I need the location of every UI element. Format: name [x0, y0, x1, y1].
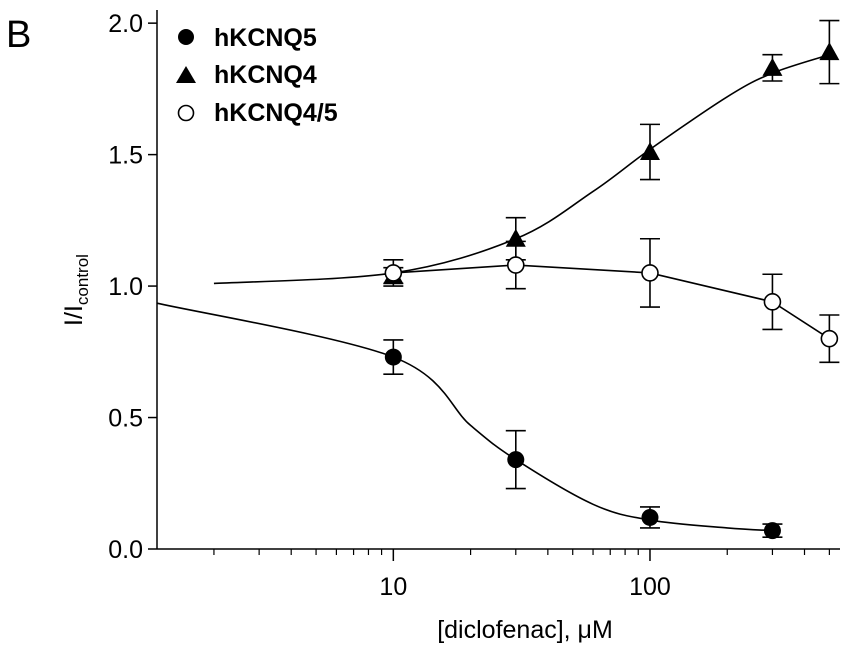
data-point-hkcnq4 [762, 53, 783, 82]
y-tick-label: 0.0 [108, 536, 143, 564]
marker-filled-triangle [505, 228, 526, 247]
legend-marker-open-circle [177, 104, 195, 122]
marker-open-circle [641, 264, 659, 282]
legend-item-hkcnq5: hKCNQ5 [178, 24, 317, 52]
legend-label-hkcnq4-5: hKCNQ4/5 [214, 99, 338, 127]
marker-filled-circle [507, 451, 525, 469]
marker-filled-triangle [819, 42, 840, 61]
legend: hKCNQ5 hKCNQ4 hKCNQ4/5 [176, 24, 338, 127]
data-point-hkcnq4-5 [383, 258, 404, 287]
legend-marker-filled-triangle [176, 66, 196, 83]
marker-open-circle [384, 264, 403, 282]
marker-filled-circle [384, 348, 402, 366]
y-tick-label: 1.5 [108, 142, 143, 170]
data-point-hkcnq4 [819, 19, 840, 85]
data-point-hkcnq4 [639, 123, 660, 181]
data-points [383, 19, 840, 540]
legend-label-hkcnq5: hKCNQ5 [214, 24, 317, 52]
y-tick-label: 1.0 [108, 273, 143, 301]
x-tick-label: 100 [629, 573, 671, 601]
legend-label-hkcnq4: hKCNQ4 [214, 61, 317, 89]
axes: 0.0 0.5 1.0 1.5 2.0 10 100 [108, 10, 840, 601]
marker-filled-triangle [762, 57, 783, 76]
marker-filled-circle [641, 508, 659, 526]
marker-filled-triangle [639, 141, 660, 160]
data-point-hkcnq5 [762, 522, 783, 540]
data-point-hkcnq5 [639, 506, 660, 529]
svg-text:I/Icontrol: I/Icontrol [60, 254, 92, 326]
marker-filled-circle [763, 522, 781, 540]
y-axis-title-main: I/I [60, 305, 88, 326]
data-point-hkcnq4-5 [762, 273, 783, 331]
panel-label: B [6, 14, 31, 56]
legend-item-hkcnq4: hKCNQ4 [176, 61, 317, 89]
fit-curve-hkcnq4 [213, 53, 830, 285]
y-tick-label: 2.0 [108, 10, 143, 38]
data-point-hkcnq5 [505, 429, 526, 490]
x-tick-label: 10 [379, 573, 407, 601]
data-point-hkcnq4-5 [819, 314, 840, 364]
legend-marker-filled-circle [178, 29, 194, 45]
data-point-hkcnq5 [383, 339, 404, 375]
marker-open-circle [506, 256, 525, 274]
y-tick-label: 0.5 [108, 405, 143, 433]
y-axis-title: I/Icontrol [60, 254, 92, 326]
data-point-hkcnq4-5 [505, 240, 526, 290]
marker-open-circle [820, 329, 839, 348]
data-point-hkcnq4-5 [639, 237, 660, 308]
marker-open-circle [763, 293, 782, 311]
fit-curve-hkcnq5 [156, 302, 773, 532]
legend-item-hkcnq4-5: hKCNQ4/5 [177, 99, 338, 127]
y-axis-title-sub: control [73, 254, 92, 305]
x-axis-title: [diclofenac], μM [437, 616, 613, 644]
